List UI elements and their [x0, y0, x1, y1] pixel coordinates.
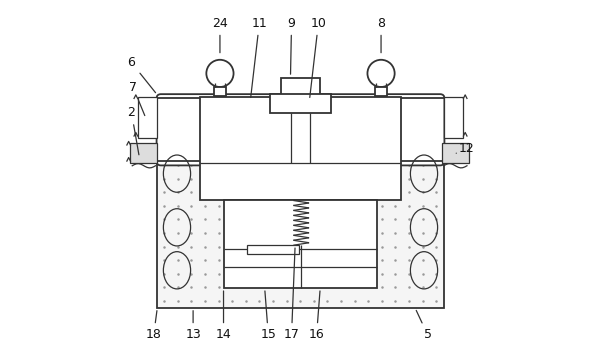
Text: 10: 10 [310, 17, 326, 97]
Text: 6: 6 [127, 56, 156, 93]
Text: 18: 18 [146, 311, 162, 341]
Text: 8: 8 [377, 17, 385, 53]
Text: 11: 11 [251, 17, 267, 97]
Text: 17: 17 [284, 248, 299, 341]
Text: 15: 15 [260, 291, 276, 341]
Bar [270, 94, 331, 113]
Text: 16: 16 [309, 291, 325, 341]
Bar [281, 78, 320, 95]
Bar [247, 245, 299, 254]
Text: 12: 12 [456, 142, 475, 155]
Bar [200, 97, 401, 200]
Bar [138, 97, 157, 138]
Text: 14: 14 [216, 291, 231, 341]
Text: 9: 9 [288, 17, 296, 74]
Text: 2: 2 [127, 106, 139, 155]
Bar [130, 143, 157, 163]
Bar [375, 87, 387, 96]
Text: 24: 24 [212, 17, 228, 53]
Bar [444, 97, 463, 138]
Bar [214, 87, 226, 96]
Text: 13: 13 [185, 311, 201, 341]
Bar [157, 100, 444, 308]
Text: 5: 5 [416, 310, 432, 341]
Bar [442, 143, 469, 163]
Bar [224, 200, 377, 288]
Text: 7: 7 [129, 81, 145, 116]
FancyBboxPatch shape [157, 94, 444, 165]
